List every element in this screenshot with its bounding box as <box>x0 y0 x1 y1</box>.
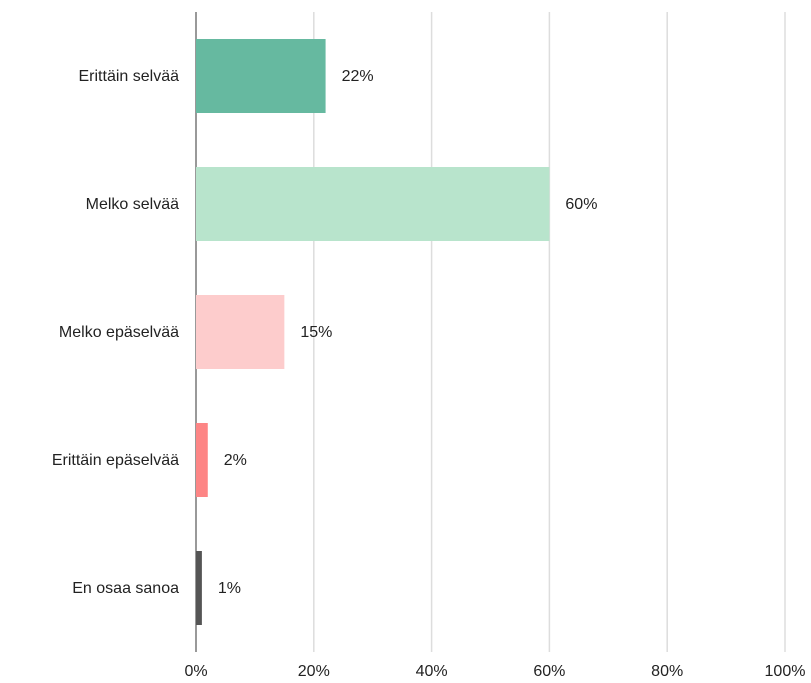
y-tick-label: Melko epäselvää <box>59 324 179 341</box>
y-tick-label: Erittäin selvää <box>79 68 180 85</box>
x-tick-label: 100% <box>765 663 806 680</box>
bar <box>196 39 326 113</box>
x-tick-label: 0% <box>184 663 207 680</box>
data-label: 2% <box>224 452 247 469</box>
data-label: 22% <box>342 68 374 85</box>
bar <box>196 423 208 497</box>
bar <box>196 551 202 625</box>
bar <box>196 295 285 369</box>
x-tick-label: 80% <box>651 663 683 680</box>
bar <box>196 167 550 241</box>
y-tick-label: Melko selvää <box>86 196 179 213</box>
data-label: 15% <box>300 324 332 341</box>
x-tick-label: 40% <box>416 663 448 680</box>
data-label: 1% <box>218 580 241 597</box>
x-tick-label: 20% <box>298 663 330 680</box>
data-label: 60% <box>565 196 597 213</box>
x-tick-label: 60% <box>533 663 565 680</box>
y-tick-label: Erittäin epäselvää <box>52 452 179 469</box>
y-tick-label: En osaa sanoa <box>72 580 179 597</box>
